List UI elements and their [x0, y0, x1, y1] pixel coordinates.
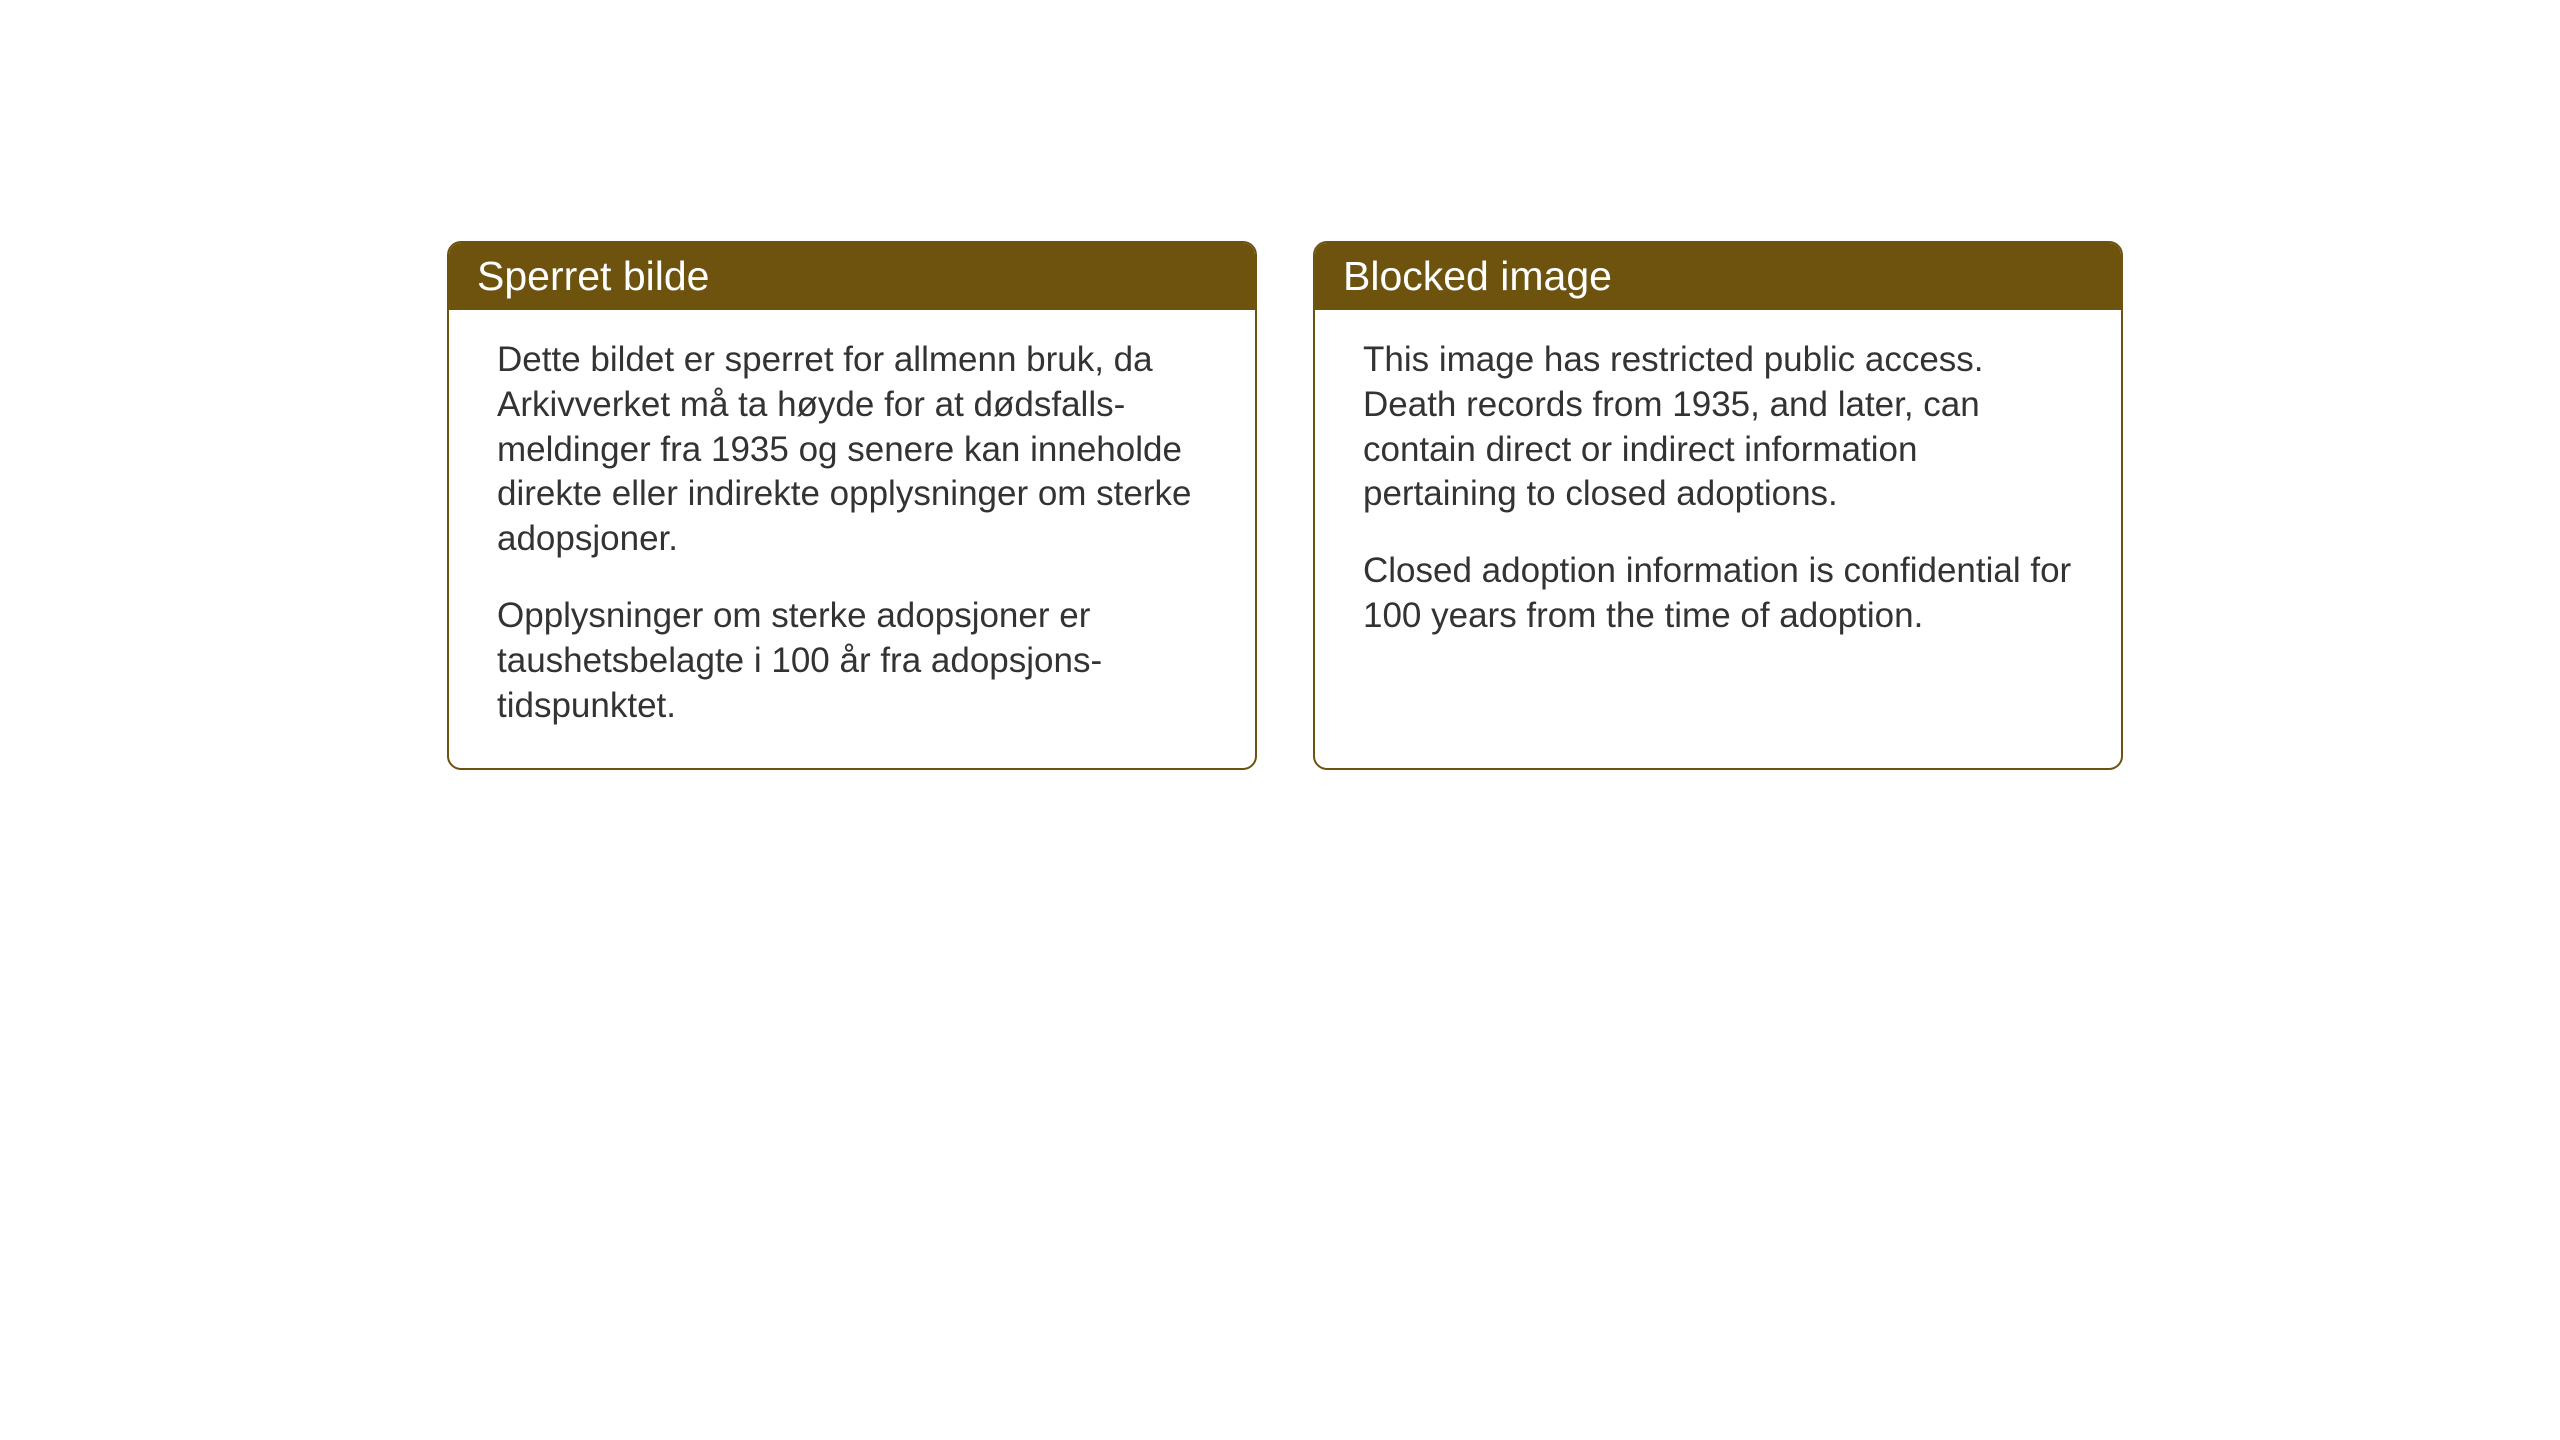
norwegian-paragraph-1: Dette bildet er sperret for allmenn bruk…: [497, 338, 1207, 562]
english-card-body: This image has restricted public access.…: [1315, 310, 2121, 679]
norwegian-title: Sperret bilde: [477, 253, 709, 299]
english-paragraph-2: Closed adoption information is confident…: [1363, 549, 2073, 639]
norwegian-card: Sperret bilde Dette bildet er sperret fo…: [447, 241, 1257, 770]
english-title: Blocked image: [1343, 253, 1612, 299]
norwegian-paragraph-2: Opplysninger om sterke adopsjoner er tau…: [497, 594, 1207, 728]
english-paragraph-1: This image has restricted public access.…: [1363, 338, 2073, 517]
english-card: Blocked image This image has restricted …: [1313, 241, 2123, 770]
english-card-header: Blocked image: [1315, 243, 2121, 310]
norwegian-card-header: Sperret bilde: [449, 243, 1255, 310]
norwegian-card-body: Dette bildet er sperret for allmenn bruk…: [449, 310, 1255, 768]
notice-container: Sperret bilde Dette bildet er sperret fo…: [447, 241, 2123, 770]
